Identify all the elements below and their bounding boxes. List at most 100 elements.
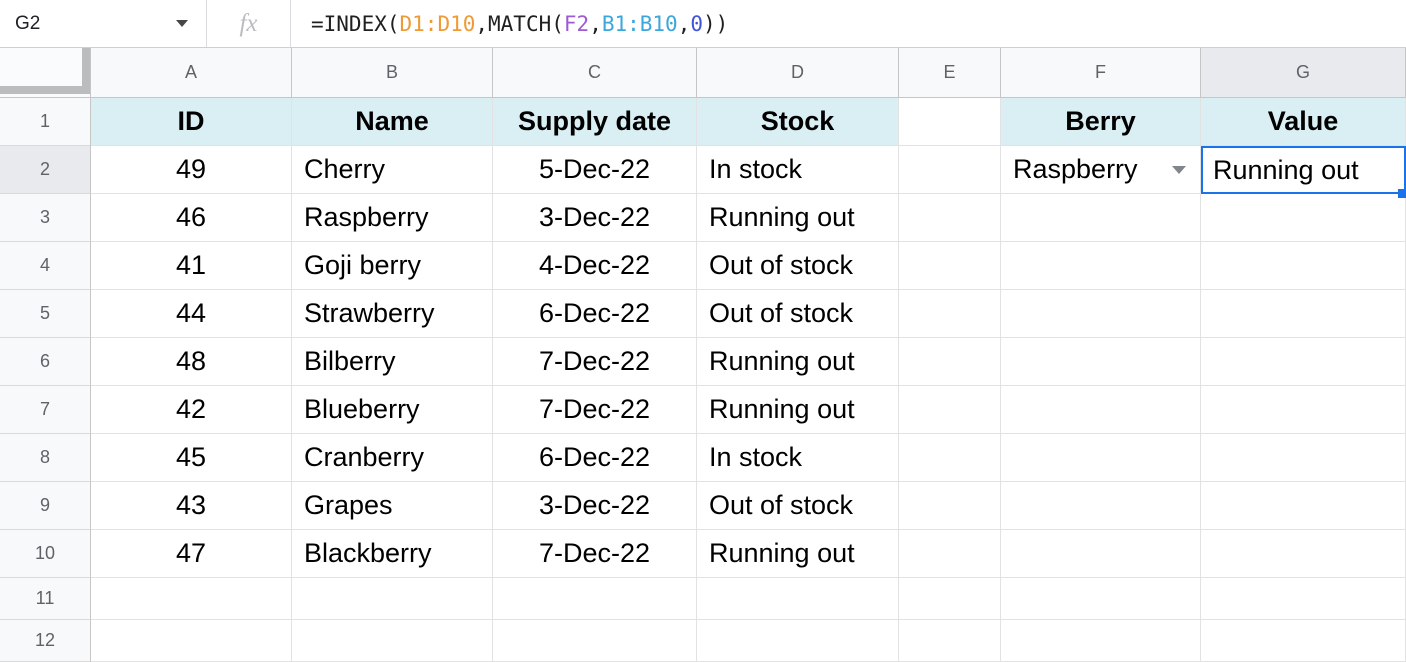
cell-F10[interactable] bbox=[1001, 530, 1201, 578]
cell-D4[interactable]: Out of stock bbox=[697, 242, 899, 290]
cell-B3[interactable]: Raspberry bbox=[292, 194, 493, 242]
cell-B6[interactable]: Bilberry bbox=[292, 338, 493, 386]
cell-A3[interactable]: 46 bbox=[91, 194, 292, 242]
cell-F5[interactable] bbox=[1001, 290, 1201, 338]
cell-G4[interactable] bbox=[1201, 242, 1406, 290]
row-header-9[interactable]: 9 bbox=[0, 482, 91, 530]
cell-F4[interactable] bbox=[1001, 242, 1201, 290]
cell-E4[interactable] bbox=[899, 242, 1001, 290]
cell-B2[interactable]: Cherry bbox=[292, 146, 493, 194]
row-header-12[interactable]: 12 bbox=[0, 620, 91, 662]
cell-D9[interactable]: Out of stock bbox=[697, 482, 899, 530]
cell-D10[interactable]: Running out bbox=[697, 530, 899, 578]
cell-C7[interactable]: 7-Dec-22 bbox=[493, 386, 697, 434]
cell-B9[interactable]: Grapes bbox=[292, 482, 493, 530]
cell-B4[interactable]: Goji berry bbox=[292, 242, 493, 290]
cell-B5[interactable]: Strawberry bbox=[292, 290, 493, 338]
cell-A11[interactable] bbox=[91, 578, 292, 620]
cell-A5[interactable]: 44 bbox=[91, 290, 292, 338]
cell-G1[interactable]: Value bbox=[1201, 98, 1406, 146]
column-header-E[interactable]: E bbox=[899, 48, 1001, 98]
select-all-corner[interactable] bbox=[0, 48, 91, 98]
cell-B12[interactable] bbox=[292, 620, 493, 662]
cell-F12[interactable] bbox=[1001, 620, 1201, 662]
cell-F1[interactable]: Berry bbox=[1001, 98, 1201, 146]
cell-E11[interactable] bbox=[899, 578, 1001, 620]
cell-B11[interactable] bbox=[292, 578, 493, 620]
row-header-7[interactable]: 7 bbox=[0, 386, 91, 434]
cell-C12[interactable] bbox=[493, 620, 697, 662]
cell-E10[interactable] bbox=[899, 530, 1001, 578]
fill-handle[interactable] bbox=[1398, 189, 1406, 198]
cell-D6[interactable]: Running out bbox=[697, 338, 899, 386]
cell-B1[interactable]: Name bbox=[292, 98, 493, 146]
cell-G11[interactable] bbox=[1201, 578, 1406, 620]
cell-D7[interactable]: Running out bbox=[697, 386, 899, 434]
cell-F9[interactable] bbox=[1001, 482, 1201, 530]
column-header-F[interactable]: F bbox=[1001, 48, 1201, 98]
cell-C3[interactable]: 3-Dec-22 bbox=[493, 194, 697, 242]
cell-C6[interactable]: 7-Dec-22 bbox=[493, 338, 697, 386]
cell-F8[interactable] bbox=[1001, 434, 1201, 482]
cell-D1[interactable]: Stock bbox=[697, 98, 899, 146]
cell-E2[interactable] bbox=[899, 146, 1001, 194]
formula-input[interactable]: =INDEX( D1:D10 ,MATCH( F2 , B1:B10 , 0 )… bbox=[291, 0, 1406, 47]
cell-E3[interactable] bbox=[899, 194, 1001, 242]
cell-A7[interactable]: 42 bbox=[91, 386, 292, 434]
cell-G5[interactable] bbox=[1201, 290, 1406, 338]
cell-F2[interactable]: Raspberry bbox=[1001, 146, 1201, 194]
cell-E5[interactable] bbox=[899, 290, 1001, 338]
cell-D2[interactable]: In stock bbox=[697, 146, 899, 194]
cell-A10[interactable]: 47 bbox=[91, 530, 292, 578]
cell-C2[interactable]: 5-Dec-22 bbox=[493, 146, 697, 194]
dropdown-arrow-icon[interactable] bbox=[1172, 165, 1186, 174]
column-header-B[interactable]: B bbox=[292, 48, 493, 98]
cell-G12[interactable] bbox=[1201, 620, 1406, 662]
cell-E6[interactable] bbox=[899, 338, 1001, 386]
row-header-1[interactable]: 1 bbox=[0, 98, 91, 146]
cell-G6[interactable] bbox=[1201, 338, 1406, 386]
cell-F6[interactable] bbox=[1001, 338, 1201, 386]
cell-C11[interactable] bbox=[493, 578, 697, 620]
cell-F11[interactable] bbox=[1001, 578, 1201, 620]
name-box[interactable]: G2 bbox=[0, 0, 207, 47]
cell-G10[interactable] bbox=[1201, 530, 1406, 578]
cell-A1[interactable]: ID bbox=[91, 98, 292, 146]
cell-A12[interactable] bbox=[91, 620, 292, 662]
cell-E1[interactable] bbox=[899, 98, 1001, 146]
row-header-2-selected[interactable]: 2 bbox=[0, 146, 91, 194]
cell-E8[interactable] bbox=[899, 434, 1001, 482]
cell-A4[interactable]: 41 bbox=[91, 242, 292, 290]
column-header-D[interactable]: D bbox=[697, 48, 899, 98]
cell-G2-selected[interactable]: Running out bbox=[1201, 146, 1406, 198]
cell-C1[interactable]: Supply date bbox=[493, 98, 697, 146]
cell-E7[interactable] bbox=[899, 386, 1001, 434]
cell-F7[interactable] bbox=[1001, 386, 1201, 434]
cell-E12[interactable] bbox=[899, 620, 1001, 662]
row-header-10[interactable]: 10 bbox=[0, 530, 91, 578]
row-header-8[interactable]: 8 bbox=[0, 434, 91, 482]
cell-B10[interactable]: Blackberry bbox=[292, 530, 493, 578]
column-header-A[interactable]: A bbox=[91, 48, 292, 98]
column-header-C[interactable]: C bbox=[493, 48, 697, 98]
cell-C4[interactable]: 4-Dec-22 bbox=[493, 242, 697, 290]
cell-A2[interactable]: 49 bbox=[91, 146, 292, 194]
cell-D5[interactable]: Out of stock bbox=[697, 290, 899, 338]
cell-D3[interactable]: Running out bbox=[697, 194, 899, 242]
name-box-dropdown-icon[interactable] bbox=[176, 20, 188, 27]
cell-G8[interactable] bbox=[1201, 434, 1406, 482]
cell-D12[interactable] bbox=[697, 620, 899, 662]
cell-G9[interactable] bbox=[1201, 482, 1406, 530]
cell-F3[interactable] bbox=[1001, 194, 1201, 242]
cell-D8[interactable]: In stock bbox=[697, 434, 899, 482]
row-header-6[interactable]: 6 bbox=[0, 338, 91, 386]
row-header-5[interactable]: 5 bbox=[0, 290, 91, 338]
cell-C9[interactable]: 3-Dec-22 bbox=[493, 482, 697, 530]
cell-E9[interactable] bbox=[899, 482, 1001, 530]
row-header-3[interactable]: 3 bbox=[0, 194, 91, 242]
column-header-G-selected[interactable]: G bbox=[1201, 48, 1406, 98]
cell-G3[interactable] bbox=[1201, 194, 1406, 242]
cell-C8[interactable]: 6-Dec-22 bbox=[493, 434, 697, 482]
cell-A6[interactable]: 48 bbox=[91, 338, 292, 386]
cell-A9[interactable]: 43 bbox=[91, 482, 292, 530]
